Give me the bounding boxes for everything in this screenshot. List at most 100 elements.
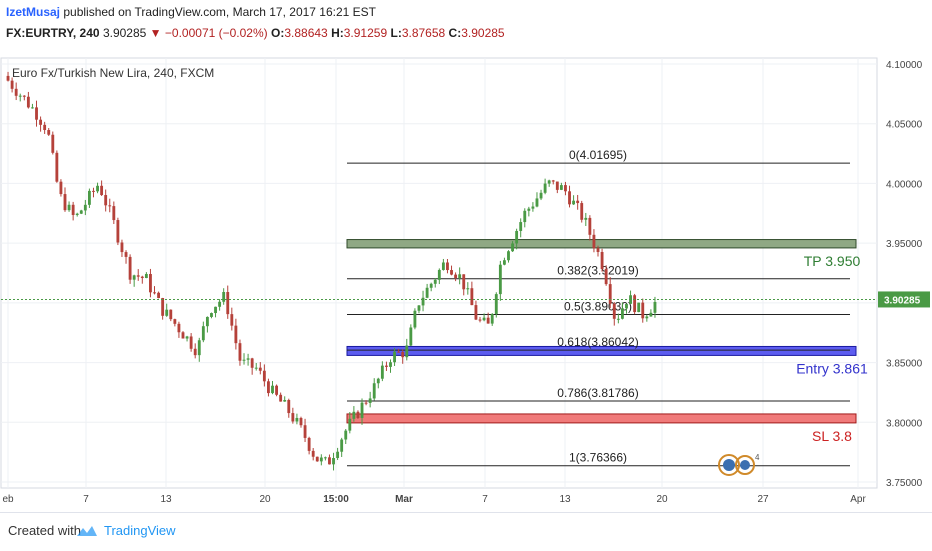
candle-body: [104, 195, 108, 206]
candle-body: [31, 107, 34, 109]
candle-body: [450, 270, 453, 275]
candle-body: [389, 362, 392, 367]
candle-body: [564, 185, 567, 192]
candle-body: [397, 351, 401, 353]
watermark-logo: 4: [718, 453, 760, 476]
candle-body: [262, 370, 266, 382]
candle-body: [372, 383, 376, 399]
candle-body: [405, 345, 409, 358]
candle-body: [79, 210, 83, 214]
candle-body: [466, 288, 470, 290]
candle-body: [494, 294, 498, 314]
author-link[interactable]: IzetMusaj: [6, 5, 61, 19]
price-change: −0.00071 (−0.02%): [164, 26, 268, 40]
y-tick-label: 3.85000: [886, 359, 923, 370]
y-tick-label: 4.10000: [886, 60, 923, 71]
candle-body: [181, 332, 185, 339]
candle-body: [352, 411, 356, 419]
candle-body: [120, 242, 124, 253]
candle-body: [26, 96, 30, 108]
candle-body: [319, 457, 323, 462]
candle-body: [344, 430, 348, 440]
candle-body: [100, 185, 104, 196]
candle-body: [63, 194, 67, 211]
candle-body: [14, 88, 18, 96]
candle-body: [315, 456, 319, 462]
candle-body: [637, 302, 641, 313]
open-value: 3.88643: [284, 26, 328, 40]
high-label: H:: [331, 26, 344, 40]
candle-body: [201, 326, 205, 341]
y-tick-label: 3.80000: [886, 418, 923, 429]
candle-body: [311, 450, 315, 457]
candle-body: [157, 292, 161, 299]
candle-body: [291, 413, 295, 422]
fib-label: 0.618(3.86042): [557, 335, 638, 349]
candle-body: [616, 318, 620, 320]
candle-body: [649, 312, 653, 317]
candle-body: [417, 305, 421, 311]
candle-body: [596, 248, 600, 252]
candle-body: [523, 210, 527, 223]
candle-body: [328, 457, 331, 465]
candle-body: [429, 283, 433, 288]
candle-body: [413, 310, 417, 328]
zones: TP 3.950 Entry 3.861 SL 3.8: [346, 239, 868, 444]
candle-body: [39, 119, 43, 125]
candle-body: [474, 305, 478, 320]
candle-body: [197, 340, 201, 356]
candle-body: [189, 336, 193, 349]
fib-label: 1(3.76366): [569, 451, 627, 465]
candle-body: [173, 319, 177, 324]
candle-body: [210, 313, 213, 317]
candle-body: [531, 206, 535, 209]
candle-body: [568, 191, 571, 205]
candle-body: [425, 287, 429, 298]
candle-body: [92, 190, 95, 192]
candle-body: [226, 292, 230, 315]
y-tick-label: 3.95000: [886, 239, 923, 250]
candle-body: [222, 292, 226, 302]
candle-body: [588, 217, 592, 235]
candles: [6, 71, 657, 471]
candle-body: [486, 317, 490, 324]
price-chart[interactable]: TP 3.950 Entry 3.861 SL 3.8 0(4.01695) 0.38…: [0, 48, 932, 512]
candle-body: [600, 251, 604, 270]
candle-body: [507, 251, 510, 261]
zone-rect: [346, 413, 857, 424]
candle-body: [307, 437, 311, 451]
candle-body: [645, 316, 649, 319]
open-label: O:: [271, 26, 285, 40]
candle-body: [153, 292, 156, 294]
candle-body: [511, 243, 514, 252]
candle-body: [87, 190, 91, 205]
x-tick-label: 7: [83, 494, 89, 505]
candle-body: [551, 180, 555, 182]
candle-body: [576, 200, 580, 204]
tradingview-link[interactable]: TradingView: [104, 523, 176, 538]
y-axis: 4.100004.050004.000003.950003.900003.850…: [878, 60, 930, 489]
candle-body: [287, 399, 291, 414]
candle-body: [612, 303, 616, 319]
candle-body: [254, 367, 258, 369]
candle-body: [218, 301, 222, 307]
candle-body: [279, 394, 283, 402]
candle-body: [547, 180, 551, 184]
candle-body: [368, 398, 372, 403]
candle-body: [340, 439, 344, 452]
candle-body: [234, 325, 238, 344]
candle-body: [625, 303, 628, 309]
candle-body: [604, 269, 608, 285]
x-tick-label: 13: [160, 494, 172, 505]
fib-label: 0.786(3.81786): [557, 386, 638, 400]
candle-body: [205, 316, 209, 327]
zone-rect: [346, 345, 857, 356]
candle-body: [380, 365, 384, 379]
candle-body: [502, 260, 506, 265]
x-axis: eb 7 13 20 15:00 Mar 7 13 20 27 Apr: [2, 494, 866, 505]
candle-body: [299, 417, 303, 426]
candle-body: [421, 297, 425, 306]
tradingview-logo-icon: [77, 526, 97, 536]
candle-body: [140, 276, 144, 279]
low-value: 3.87658: [401, 26, 446, 40]
